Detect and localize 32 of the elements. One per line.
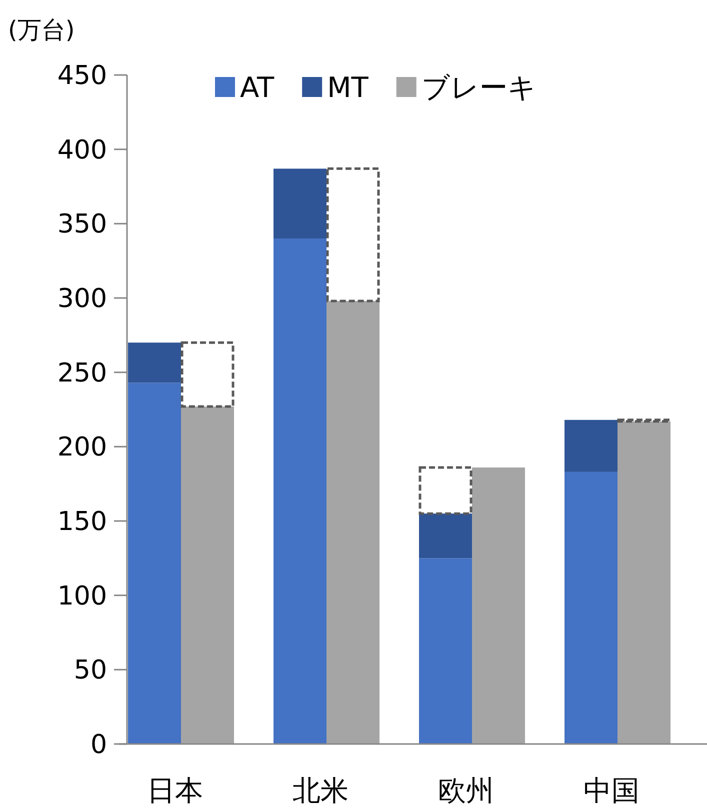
x-tick-label: 北米: [292, 774, 348, 807]
y-tick-label: 300: [57, 284, 107, 314]
bar: [180, 341, 234, 408]
bar: [618, 421, 670, 744]
bar: [564, 472, 618, 744]
bar: [326, 300, 380, 744]
legend-label: ブレーキ: [421, 71, 536, 104]
y-tick-label: 450: [57, 61, 107, 91]
bar: [419, 558, 472, 744]
bar: [564, 420, 618, 472]
legend-label: AT: [240, 71, 275, 104]
bar: [472, 467, 525, 744]
legend-label: MT: [327, 71, 370, 104]
y-tick-label: 400: [57, 135, 107, 166]
y-tick-label: 100: [57, 581, 107, 612]
bar: [419, 514, 472, 558]
y-axis-title: (万台): [8, 16, 75, 44]
bar: [274, 238, 326, 744]
x-tick-label: 欧州: [438, 774, 494, 807]
bar: [128, 382, 181, 744]
y-tick-label: 350: [57, 210, 107, 240]
bar: [274, 168, 326, 239]
y-tick-label: 0: [90, 730, 107, 760]
y-tick-label: 150: [57, 507, 107, 537]
y-tick-label: 250: [57, 358, 107, 388]
y-tick-label: 200: [57, 432, 107, 463]
bar: [128, 342, 181, 383]
bar: [617, 418, 671, 423]
x-tick-label: 日本: [146, 774, 203, 807]
y-tick-label: 50: [74, 656, 107, 686]
bar: [181, 406, 234, 744]
x-tick-label: 中国: [583, 774, 640, 807]
